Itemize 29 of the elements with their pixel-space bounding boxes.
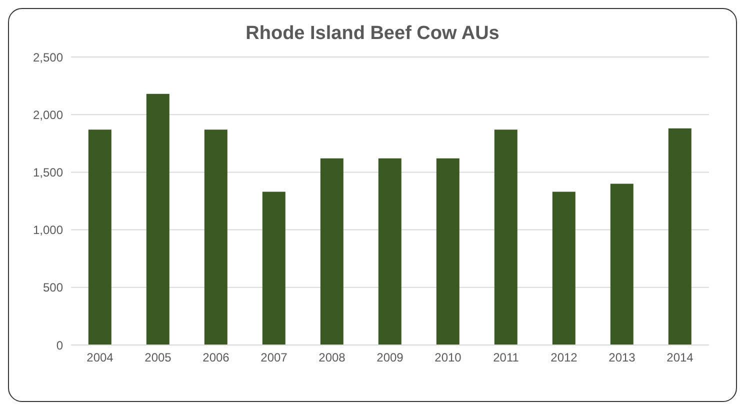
bar [320, 158, 344, 345]
x-tick-label: 2008 [318, 350, 346, 365]
bar [88, 130, 112, 345]
bar [494, 130, 518, 345]
y-tick-label: 500 [42, 280, 64, 295]
y-tick-label: 2,500 [32, 50, 64, 64]
x-tick-label: 2007 [260, 350, 288, 365]
chart-title: Rhode Island Beef Cow AUs [244, 23, 500, 45]
x-tick-label: 2014 [666, 350, 694, 365]
x-tick-label: 2010 [434, 350, 462, 365]
bar [204, 130, 228, 345]
x-tick-label: 2004 [86, 350, 114, 365]
bar [552, 192, 576, 345]
bar [436, 158, 460, 345]
x-tick-label: 2009 [376, 350, 404, 365]
x-tick-label: 2013 [608, 350, 636, 365]
y-tick-label: 2,000 [32, 108, 64, 122]
bar [262, 192, 286, 345]
x-tick-label: 2011 [493, 350, 520, 365]
bar [610, 184, 634, 345]
x-tick-label: 2005 [144, 350, 172, 365]
y-tick-label: 1,000 [32, 223, 64, 238]
y-tick-label: 1,500 [32, 165, 64, 180]
x-tick-label: 2006 [202, 350, 230, 365]
y-tick-label: 0 [56, 338, 64, 352]
bar [378, 158, 402, 345]
bar [668, 128, 692, 345]
x-tick-label: 2012 [550, 350, 578, 365]
bar [146, 94, 170, 345]
